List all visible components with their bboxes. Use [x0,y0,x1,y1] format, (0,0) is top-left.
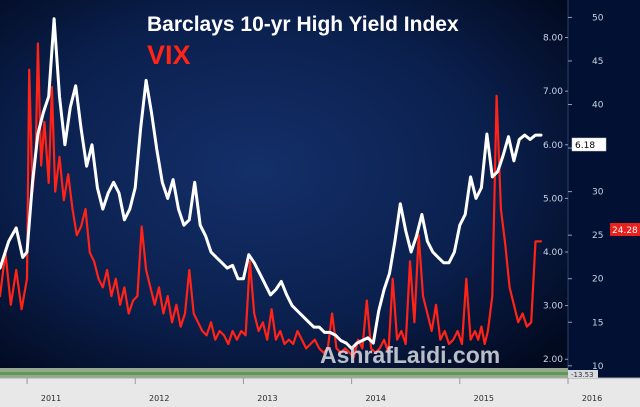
vix-line [0,42,543,359]
right-axis-panel [568,0,640,378]
left-tick-label: 6.00 [543,141,563,151]
x-tick-label: 2016 [582,394,602,403]
right-tick-label: 25 [592,231,603,241]
svg-text:-13.53: -13.53 [571,371,594,379]
bottom-band-strip [0,372,568,375]
x-axis-panel [0,378,640,407]
right-tick-label: 15 [592,318,603,328]
right-tick-label: 45 [592,57,603,67]
x-tick-label: 2013 [257,394,277,403]
right-tick-label: 20 [592,275,604,285]
x-tick-label: 2014 [365,394,385,403]
x-axis-ticks: 2011 2012 2013 2014 2015 2016 [26,378,602,403]
hy-index-line [0,17,543,350]
x-tick-label: 2011 [41,394,61,403]
x-tick-label: 2015 [474,394,494,403]
right-tick-label: 50 [592,13,604,23]
chart-subtitle: VIX [147,40,191,70]
left-axis-ticks: 2.00 3.00 4.00 5.00 6.00 7.00 8.00 [543,34,568,365]
x-tick-label: 2012 [149,394,169,403]
left-tick-label: 8.00 [543,34,563,44]
right-tick-label: 40 [592,101,604,111]
right-tick-label: 30 [592,188,604,198]
left-tick-label: 3.00 [543,302,563,312]
left-tick-label: 5.00 [543,194,563,204]
vix-last-value-badge: 24.28 [610,223,640,236]
svg-text:6.18: 6.18 [575,141,595,151]
series-layer [0,17,543,359]
watermark: AshrafLaidi.com [320,342,500,368]
chart-title: Barclays 10-yr High Yield Index [147,13,459,36]
left-tick-label: 4.00 [543,248,563,258]
right-tick-label: 10 [592,362,604,372]
plot-background [0,0,568,378]
bottom-band-label: -13.53 [568,370,598,379]
hy-last-value-badge: 6.18 [571,137,607,152]
left-tick-label: 2.00 [543,355,563,365]
svg-text:24.28: 24.28 [612,226,638,236]
left-tick-label: 7.00 [543,87,563,97]
